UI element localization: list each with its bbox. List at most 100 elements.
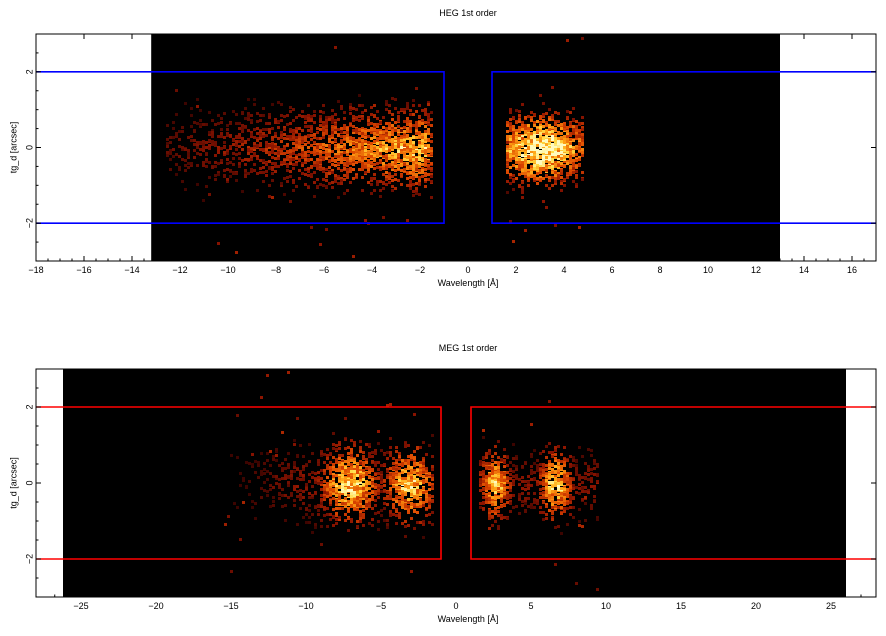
- heat-pixel: [506, 456, 509, 459]
- heat-pixel: [533, 156, 536, 159]
- heat-pixel: [365, 458, 368, 461]
- heat-pixel: [421, 163, 424, 166]
- heat-pixel: [551, 153, 554, 156]
- heat-pixel: [410, 466, 413, 469]
- heat-pixel: [313, 195, 316, 198]
- heat-pixel: [376, 142, 379, 145]
- heat-pixel: [416, 497, 419, 500]
- heat-pixel: [322, 126, 325, 129]
- heat-pixel: [344, 519, 347, 522]
- heat-pixel: [341, 486, 344, 489]
- heat-pixel: [416, 463, 419, 466]
- heat-pixel: [269, 505, 272, 508]
- heat-pixel: [244, 107, 247, 110]
- heat-pixel: [283, 193, 286, 196]
- heat-pixel: [323, 453, 326, 456]
- heat-pixel: [398, 490, 401, 493]
- heat-pixel: [406, 137, 409, 140]
- heat-pixel: [229, 134, 232, 137]
- heat-pixel: [545, 468, 548, 471]
- heat-pixel: [401, 494, 404, 497]
- heat-pixel: [398, 482, 401, 485]
- heat-pixel: [346, 159, 349, 162]
- heat-pixel: [530, 465, 533, 468]
- heat-pixel: [509, 461, 512, 464]
- heat-pixel: [332, 432, 335, 435]
- heat-pixel: [416, 491, 419, 494]
- heat-pixel: [281, 469, 284, 472]
- heat-pixel: [332, 508, 335, 511]
- heat-pixel: [407, 480, 410, 483]
- heat-pixel: [214, 161, 217, 164]
- heat-pixel: [290, 474, 293, 477]
- heat-pixel: [422, 457, 425, 460]
- heat-pixel: [169, 158, 172, 161]
- heat-pixel: [356, 502, 359, 505]
- heat-pixel: [353, 489, 356, 492]
- heat-pixel: [379, 148, 382, 151]
- heat-pixel: [407, 444, 410, 447]
- heat-pixel: [359, 485, 362, 488]
- heat-pixel: [545, 156, 548, 159]
- heat-pixel: [521, 143, 524, 146]
- heat-pixel: [560, 176, 563, 179]
- heat-pixel: [404, 499, 407, 502]
- heat-pixel: [536, 182, 539, 185]
- heat-pixel: [241, 112, 244, 115]
- heat-pixel: [560, 182, 563, 185]
- heat-pixel: [557, 493, 560, 496]
- extraction-box-0: [36, 71, 445, 224]
- heat-pixel: [425, 500, 428, 503]
- heat-pixel: [497, 478, 500, 481]
- heat-pixel: [512, 129, 515, 132]
- heat-pixel: [310, 175, 313, 178]
- heat-pixel: [347, 452, 350, 455]
- heat-pixel: [397, 157, 400, 160]
- heat-pixel: [368, 454, 371, 457]
- heat-pixel: [377, 461, 380, 464]
- heat-pixel: [560, 136, 563, 139]
- heat-pixel: [515, 141, 518, 144]
- heat-pixel: [485, 485, 488, 488]
- heat-pixel: [352, 158, 355, 161]
- heat-pixel: [506, 124, 509, 127]
- heat-pixel: [253, 128, 256, 131]
- heat-pixel: [415, 146, 418, 149]
- heat-pixel: [308, 473, 311, 476]
- heat-pixel: [494, 483, 497, 486]
- heat-pixel: [533, 141, 536, 144]
- heat-pixel: [352, 177, 355, 180]
- heat-pixel: [235, 148, 238, 151]
- heat-pixel: [196, 146, 199, 149]
- heat-pixel: [250, 121, 253, 124]
- heat-pixel: [274, 121, 277, 124]
- heat-pixel: [385, 171, 388, 174]
- heat-pixel: [413, 503, 416, 506]
- heat-pixel: [344, 447, 347, 450]
- heat-pixel: [521, 186, 524, 189]
- heat-pixel: [355, 157, 358, 160]
- heat-pixel: [355, 149, 358, 152]
- heat-pixel: [566, 133, 569, 136]
- heat-pixel: [391, 175, 394, 178]
- heat-pixel: [536, 156, 539, 159]
- heat-pixel: [428, 513, 431, 516]
- heat-pixel: [325, 150, 328, 153]
- heat-pixel: [404, 468, 407, 471]
- heat-pixel: [377, 430, 380, 433]
- heat-pixel: [482, 436, 485, 439]
- heat-pixel: [268, 160, 271, 163]
- heat-pixel: [425, 496, 428, 499]
- heat-pixel: [530, 168, 533, 171]
- heat-pixel: [560, 144, 563, 147]
- heat-pixel: [253, 148, 256, 151]
- heat-pixel: [349, 143, 352, 146]
- heat-pixel: [319, 153, 322, 156]
- heat-pixel: [524, 153, 527, 156]
- heat-pixel: [320, 519, 323, 522]
- heat-pixel: [403, 120, 406, 123]
- heat-pixel: [370, 153, 373, 156]
- heat-pixel: [299, 493, 302, 496]
- heat-pixel: [410, 476, 413, 479]
- heat-pixel: [551, 86, 554, 89]
